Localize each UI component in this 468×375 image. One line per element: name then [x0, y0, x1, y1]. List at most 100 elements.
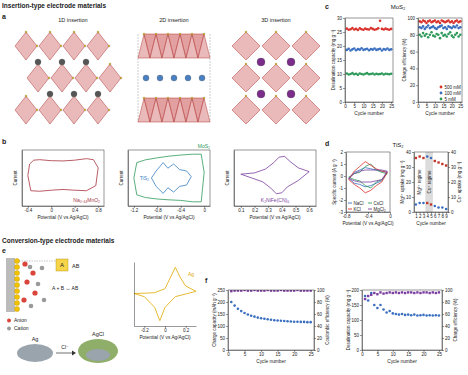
data-point [398, 292, 400, 294]
data-point [407, 313, 410, 316]
vertex-atom [96, 77, 98, 79]
data-point [435, 292, 437, 294]
tick: 5 [426, 102, 429, 109]
y-axis-line [234, 151, 235, 207]
series-line [134, 154, 204, 202]
y-axis-title: Mg²⁺ uptake (mg g⁻¹) [400, 160, 405, 204]
y-axis: 051015202530 [337, 16, 346, 105]
x-axis-line [363, 350, 443, 351]
octahedron [292, 64, 320, 92]
y-axis: -3-2-1012 [339, 150, 347, 215]
cation [36, 282, 41, 287]
tick-label: 20 [406, 180, 412, 185]
tick: 1 [340, 162, 346, 167]
tick-label: -0.4 [365, 214, 373, 219]
tunnel-ion [71, 91, 77, 97]
plot-area [349, 162, 388, 193]
chart: -0.200.2Potential (V vs Ag/AgCl)Ag [134, 263, 197, 341]
tick-mark [442, 302, 444, 303]
tick: 15 [371, 102, 377, 109]
data-point [382, 292, 384, 294]
tick-label: 25 [458, 104, 464, 109]
y2-axis: 010203040 [448, 150, 457, 215]
tick-label: 10 [337, 72, 343, 77]
data-point [379, 20, 382, 23]
tick-mark [448, 197, 450, 198]
data-point [263, 318, 266, 321]
tick-label: 30 [451, 165, 457, 170]
tick-label: -1.2 [130, 208, 138, 213]
interlayer-ion [199, 75, 205, 81]
plot-frame [414, 152, 448, 212]
panel-letter: c [325, 3, 329, 10]
x-axis: 0510152025 [227, 350, 314, 357]
tick: 25 [458, 102, 464, 109]
tick-label: -1 [339, 186, 343, 191]
tick: 10 [361, 102, 367, 109]
tick-label: 0 [340, 174, 343, 179]
x-axis-title: Potential (V vs Ag/AgCl) [139, 335, 191, 340]
data-point [280, 319, 283, 322]
y-axis-title: Current [225, 170, 230, 186]
tick-mark [360, 335, 362, 336]
tick: -0.2 [141, 326, 149, 333]
tick-label: 15 [337, 58, 343, 63]
structure-label: 1D insertion [58, 17, 87, 23]
tick-label: 0.4 [72, 208, 79, 213]
x-axis: -0.400.40.8 [23, 206, 105, 213]
series-line [151, 163, 191, 194]
data-point [418, 202, 421, 205]
tick-mark [360, 320, 362, 321]
tick: 2 [340, 150, 346, 155]
data-point [270, 318, 273, 321]
tick: 0.5 [293, 206, 300, 213]
tick: 0.2 [183, 326, 190, 333]
data-point [437, 34, 440, 37]
tick-mark [412, 167, 414, 168]
data-point [376, 307, 379, 310]
vertex-atom [179, 97, 181, 99]
tick-label: 40 [410, 66, 416, 71]
tick: 50 [220, 336, 228, 341]
tick-label: 20 [410, 83, 416, 88]
legend-swatch [348, 209, 352, 210]
tunnel-ion [83, 59, 89, 65]
data-point [392, 292, 394, 294]
tick-label: -0.8 [343, 214, 351, 219]
species-label: A [60, 262, 64, 268]
data-point [395, 313, 398, 316]
tick-label: 100 [445, 288, 453, 293]
octahedron [232, 32, 260, 60]
legend-label: MgCl₂ [374, 207, 387, 212]
vertex-atom [191, 97, 193, 99]
panel-letter: e [2, 247, 6, 254]
plot-frame [234, 150, 316, 206]
crystal-structures [15, 31, 320, 124]
tick-label: 0 [389, 214, 392, 219]
data-point [422, 157, 424, 159]
vertex-atom [167, 33, 169, 35]
y-axis-title: Desalination capacity (mg g⁻¹) [331, 29, 336, 90]
legend-swatch [348, 203, 352, 204]
tick-label: 150 [217, 312, 225, 317]
vertex-atom [49, 31, 51, 33]
series-label: K₂NiFe(CN)₆ [261, 197, 289, 203]
tick: 20 [292, 350, 298, 357]
tick-label: 80 [445, 300, 451, 305]
tick: 0 [51, 206, 54, 213]
layer-polyhedron [198, 34, 210, 58]
tick: 0 [314, 348, 320, 353]
tick-mark [344, 152, 346, 153]
panel-letter: f [205, 277, 208, 284]
electrode-particle [14, 306, 19, 311]
tick: 8 [442, 212, 445, 219]
data-point [428, 292, 430, 294]
x-axis-title: Cycle number [387, 359, 417, 364]
data-point [441, 163, 443, 165]
tick-mark [412, 182, 414, 183]
tick-label: 3 [423, 214, 426, 219]
data-point [430, 157, 433, 160]
tick-label: 200 [351, 288, 359, 293]
data-point [422, 314, 425, 317]
vertex-atom [60, 45, 62, 47]
